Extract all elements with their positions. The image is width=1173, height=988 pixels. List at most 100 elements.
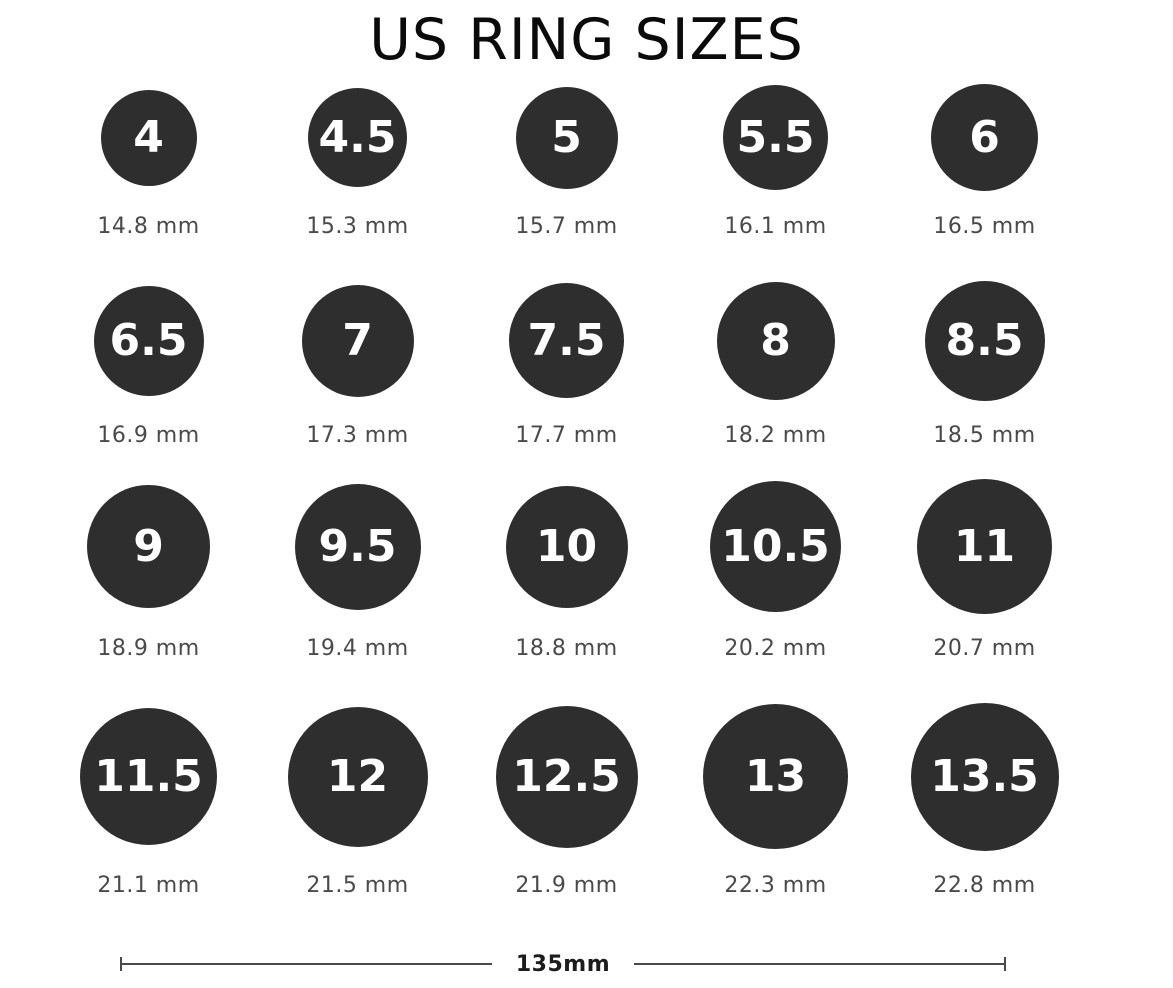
ring-circle: 10	[505, 485, 628, 608]
ring-size-number: 9.5	[318, 521, 397, 573]
ring-mm-label: 22.3 mm	[724, 872, 827, 898]
ring-cell: 5.5 16.1 mm	[671, 82, 880, 239]
scale-bar-left-tick	[120, 957, 122, 971]
ring-mm-label: 16.9 mm	[97, 422, 200, 448]
ring-size-number: 5	[551, 112, 582, 164]
ring-cell: 11 20.7 mm	[880, 478, 1089, 661]
ring-size-number: 11.5	[94, 751, 203, 803]
circle-area: 12.5	[495, 701, 638, 853]
ring-cell: 13.5 22.8 mm	[880, 701, 1089, 898]
ring-circle: 7.5	[509, 283, 624, 399]
ring-mm-label: 17.7 mm	[515, 422, 618, 448]
ring-circle: 5	[515, 86, 618, 189]
ring-mm-label: 19.4 mm	[306, 635, 409, 661]
ring-cell: 6 16.5 mm	[880, 82, 1089, 239]
ring-mm-label: 21.5 mm	[306, 872, 409, 898]
ring-mm-label: 18.9 mm	[97, 635, 200, 661]
ring-circle: 4.5	[308, 88, 407, 188]
page-title: US RING SIZES	[369, 7, 804, 73]
ring-cell: 6.5 16.9 mm	[44, 279, 253, 448]
ring-cell: 8 18.2 mm	[671, 279, 880, 448]
ring-circle: 6	[931, 84, 1038, 192]
ring-cell: 4.5 15.3 mm	[253, 82, 462, 239]
ring-size-number: 4.5	[318, 112, 397, 164]
ring-circle: 10.5	[710, 481, 841, 613]
ring-circle: 6.5	[93, 285, 204, 396]
ring-mm-label: 18.5 mm	[933, 422, 1036, 448]
circle-area: 8.5	[924, 279, 1045, 403]
circle-area: 12	[287, 701, 428, 853]
circle-area: 4	[100, 82, 197, 194]
ring-size-number: 5.5	[736, 112, 815, 164]
circle-area: 11	[917, 478, 1052, 616]
circle-area: 4.5	[308, 82, 407, 194]
ring-size-number: 9	[133, 521, 164, 573]
circle-area: 7	[301, 279, 414, 403]
ring-cell: 9.5 19.4 mm	[253, 478, 462, 661]
ring-cell: 8.5 18.5 mm	[880, 279, 1089, 448]
circle-area: 6	[931, 82, 1038, 194]
ring-size-number: 13.5	[930, 751, 1039, 803]
ring-circle: 11	[917, 479, 1052, 615]
ring-size-number: 10	[535, 521, 598, 573]
ring-size-number: 6.5	[109, 315, 188, 367]
circle-area: 5.5	[723, 82, 828, 194]
ring-row-1: 4 14.8 mm 4.5 15.3 mm 5 15.7 mm	[44, 82, 1089, 239]
ring-circle: 13	[703, 704, 848, 850]
ring-mm-label: 18.8 mm	[515, 635, 618, 661]
circle-area: 11.5	[80, 701, 217, 853]
ring-mm-label: 21.1 mm	[97, 872, 200, 898]
circle-area: 7.5	[509, 279, 624, 403]
circle-area: 13	[703, 701, 848, 853]
scale-bar-label: 135mm	[515, 951, 611, 977]
circle-area: 10.5	[710, 478, 841, 616]
circle-area: 9	[87, 478, 210, 616]
ring-circle: 11.5	[80, 708, 217, 846]
ring-circle: 7	[301, 284, 414, 397]
ring-cell: 7.5 17.7 mm	[462, 279, 671, 448]
ring-size-number: 12.5	[512, 751, 621, 803]
ring-mm-label: 20.7 mm	[933, 635, 1036, 661]
scale-bar: 135mm	[120, 952, 1006, 977]
ring-cell: 11.5 21.1 mm	[44, 701, 253, 898]
scale-bar-left-line	[122, 963, 492, 965]
ring-cell: 13 22.3 mm	[671, 701, 880, 898]
ring-circle: 12	[287, 706, 428, 847]
circle-area: 6.5	[93, 279, 204, 403]
ring-cell: 9 18.9 mm	[44, 478, 253, 661]
ring-size-number: 8	[760, 315, 791, 367]
ring-size-number: 13	[744, 751, 807, 803]
ring-mm-label: 20.2 mm	[724, 635, 827, 661]
ring-circle: 5.5	[723, 85, 828, 191]
ring-mm-label: 17.3 mm	[306, 422, 409, 448]
ring-cell: 10 18.8 mm	[462, 478, 671, 661]
ring-mm-label: 15.3 mm	[306, 213, 409, 239]
ring-circle: 9.5	[294, 483, 421, 610]
ring-mm-label: 16.1 mm	[724, 213, 827, 239]
circle-area: 13.5	[910, 701, 1059, 853]
ring-mm-label: 18.2 mm	[724, 422, 827, 448]
scale-bar-right-tick	[1004, 957, 1006, 971]
ring-row-3: 9 18.9 mm 9.5 19.4 mm 10 18.8 mm	[44, 478, 1089, 661]
ring-circle: 8	[716, 281, 835, 400]
ring-size-number: 7	[342, 315, 373, 367]
ring-size-number: 10.5	[721, 521, 830, 573]
ring-size-grid: 4 14.8 mm 4.5 15.3 mm 5 15.7 mm	[44, 82, 1089, 898]
ring-mm-label: 21.9 mm	[515, 872, 618, 898]
ring-size-number: 6	[969, 112, 1000, 164]
ring-mm-label: 22.8 mm	[933, 872, 1036, 898]
ring-cell: 12.5 21.9 mm	[462, 701, 671, 898]
ring-circle: 12.5	[495, 705, 638, 848]
ring-circle: 8.5	[924, 280, 1045, 401]
ring-size-number: 4	[133, 112, 164, 164]
scale-bar-right-line	[634, 963, 1004, 965]
ring-mm-label: 16.5 mm	[933, 213, 1036, 239]
circle-area: 9.5	[294, 478, 421, 616]
ring-size-number: 12	[326, 751, 389, 803]
ring-size-number: 8.5	[945, 315, 1024, 367]
ring-cell: 5 15.7 mm	[462, 82, 671, 239]
ring-mm-label: 14.8 mm	[97, 213, 200, 239]
ring-size-number: 11	[953, 521, 1016, 573]
ring-cell: 7 17.3 mm	[253, 279, 462, 448]
ring-circle: 9	[87, 485, 210, 609]
